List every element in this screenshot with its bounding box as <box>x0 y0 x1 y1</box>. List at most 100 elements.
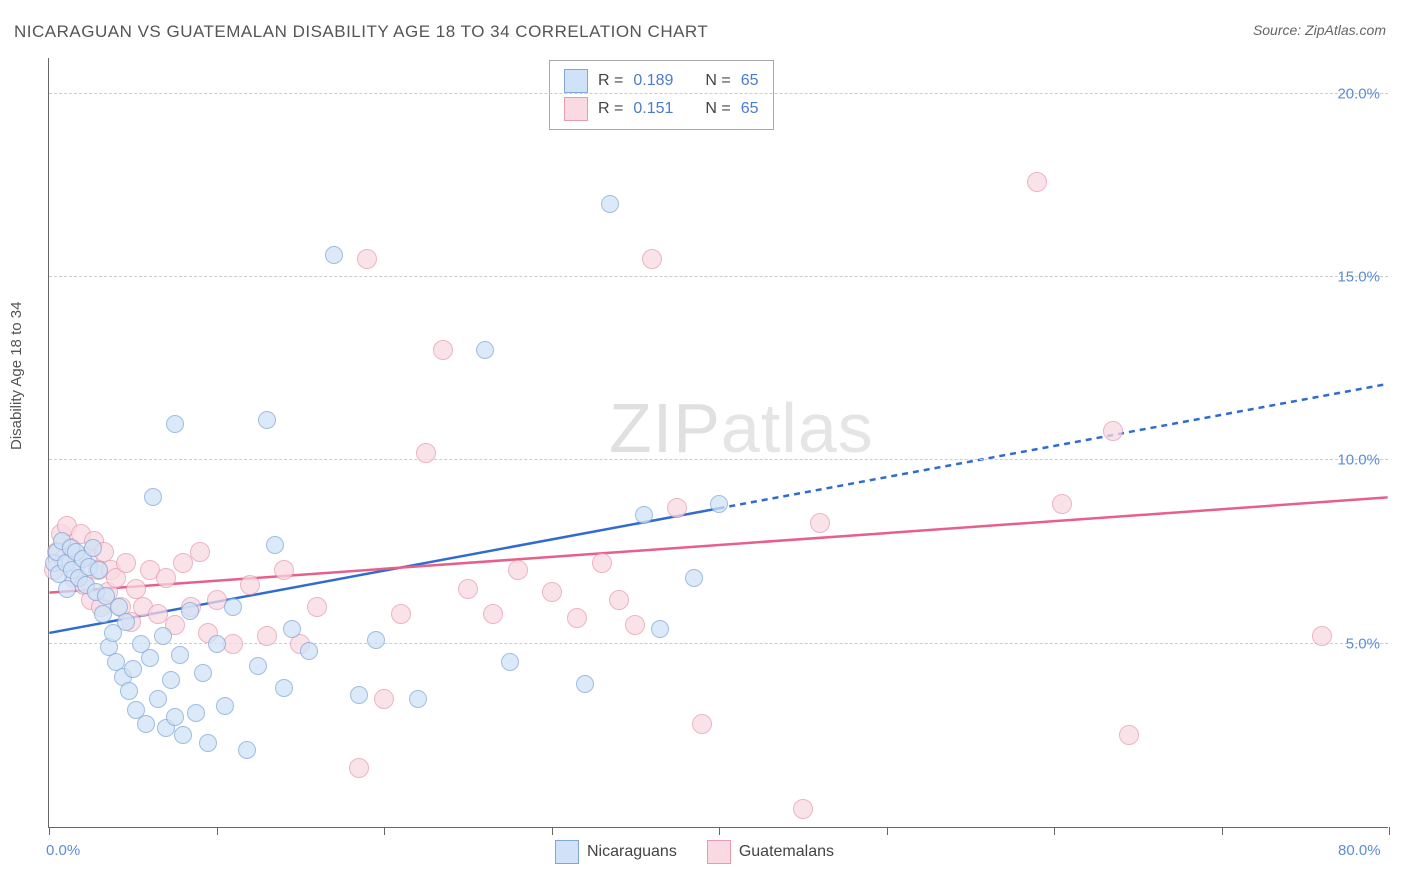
r-value: 0.189 <box>633 72 673 90</box>
data-point <box>1052 494 1072 514</box>
data-point <box>187 704 205 722</box>
data-point <box>476 341 494 359</box>
correlation-legend: R = 0.189 N = 65 R = 0.151 N = 65 <box>549 60 774 130</box>
x-tick <box>1222 827 1223 835</box>
data-point <box>793 799 813 819</box>
legend-item: Nicaraguans <box>555 840 677 864</box>
n-label: N = <box>705 100 730 118</box>
data-point <box>266 536 284 554</box>
n-value: 65 <box>741 100 759 118</box>
data-point <box>601 195 619 213</box>
data-point <box>190 542 210 562</box>
data-point <box>120 682 138 700</box>
legend-swatch <box>564 69 588 93</box>
data-point <box>199 734 217 752</box>
data-point <box>416 443 436 463</box>
data-point <box>667 498 687 518</box>
data-point <box>249 657 267 675</box>
x-tick <box>384 827 385 835</box>
legend-swatch <box>555 840 579 864</box>
x-tick <box>49 827 50 835</box>
legend-swatch <box>707 840 731 864</box>
data-point <box>144 488 162 506</box>
data-point <box>208 635 226 653</box>
series-legend: Nicaraguans Guatemalans <box>555 840 834 864</box>
x-tick <box>1389 827 1390 835</box>
source-value: ZipAtlas.com <box>1305 22 1386 38</box>
data-point <box>367 631 385 649</box>
data-point <box>166 708 184 726</box>
data-point <box>216 697 234 715</box>
source-attribution: Source: ZipAtlas.com <box>1253 22 1386 38</box>
x-tick <box>887 827 888 835</box>
x-tick <box>1054 827 1055 835</box>
x-tick <box>217 827 218 835</box>
gridline <box>49 93 1388 94</box>
legend-item: Guatemalans <box>707 840 834 864</box>
data-point <box>357 249 377 269</box>
data-point <box>567 608 587 628</box>
data-point <box>149 690 167 708</box>
data-point <box>325 246 343 264</box>
data-point <box>374 689 394 709</box>
data-point <box>124 660 142 678</box>
data-point <box>409 690 427 708</box>
n-label: N = <box>705 72 730 90</box>
data-point <box>635 506 653 524</box>
x-tick <box>552 827 553 835</box>
legend-label: Guatemalans <box>739 843 834 861</box>
data-point <box>651 620 669 638</box>
y-tick-label: 20.0% <box>1337 85 1380 102</box>
r-label: R = <box>598 100 623 118</box>
data-point <box>349 758 369 778</box>
data-point <box>154 627 172 645</box>
data-point <box>224 598 242 616</box>
data-point <box>710 495 728 513</box>
data-point <box>625 615 645 635</box>
y-tick-label: 5.0% <box>1346 635 1380 652</box>
data-point <box>257 626 277 646</box>
data-point <box>592 553 612 573</box>
data-point <box>1119 725 1139 745</box>
r-label: R = <box>598 72 623 90</box>
data-point <box>116 553 136 573</box>
data-point <box>238 741 256 759</box>
data-point <box>194 664 212 682</box>
data-point <box>275 679 293 697</box>
data-point <box>283 620 301 638</box>
gridline <box>49 459 1388 460</box>
data-point <box>692 714 712 734</box>
data-point <box>391 604 411 624</box>
regression-lines <box>49 58 1388 827</box>
data-point <box>642 249 662 269</box>
data-point <box>240 575 260 595</box>
x-tick <box>719 827 720 835</box>
data-point <box>94 605 112 623</box>
data-point <box>483 604 503 624</box>
x-tick-label: 0.0% <box>46 842 80 859</box>
y-tick-label: 15.0% <box>1337 269 1380 286</box>
data-point <box>300 642 318 660</box>
legend-row: R = 0.151 N = 65 <box>564 95 759 123</box>
data-point <box>508 560 528 580</box>
data-point <box>162 671 180 689</box>
data-point <box>1312 626 1332 646</box>
data-point <box>576 675 594 693</box>
data-point <box>181 602 199 620</box>
chart-container: NICARAGUAN VS GUATEMALAN DISABILITY AGE … <box>0 0 1406 892</box>
data-point <box>501 653 519 671</box>
gridline <box>49 276 1388 277</box>
data-point <box>609 590 629 610</box>
data-point <box>1027 172 1047 192</box>
legend-row: R = 0.189 N = 65 <box>564 67 759 95</box>
data-point <box>307 597 327 617</box>
y-axis-label: Disability Age 18 to 34 <box>8 302 25 450</box>
data-point <box>166 415 184 433</box>
legend-swatch <box>564 97 588 121</box>
chart-title: NICARAGUAN VS GUATEMALAN DISABILITY AGE … <box>14 22 708 42</box>
source-label: Source: <box>1253 22 1301 38</box>
data-point <box>258 411 276 429</box>
data-point <box>156 568 176 588</box>
data-point <box>810 513 830 533</box>
r-value: 0.151 <box>633 100 673 118</box>
